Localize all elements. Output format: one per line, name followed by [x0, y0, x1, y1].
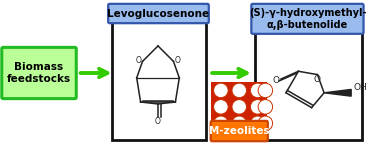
Bar	[112, 20, 206, 140]
FancyBboxPatch shape	[2, 47, 76, 99]
Text: O: O	[155, 117, 161, 126]
Text: Biomass
feedstocks: Biomass feedstocks	[7, 62, 71, 84]
Circle shape	[214, 116, 228, 131]
Circle shape	[232, 100, 247, 114]
Circle shape	[250, 100, 265, 114]
Text: (S)-γ-hydroxymethyl-
α,β-butenolide: (S)-γ-hydroxymethyl- α,β-butenolide	[249, 8, 366, 30]
FancyBboxPatch shape	[251, 4, 363, 34]
Circle shape	[232, 116, 247, 131]
Circle shape	[214, 100, 228, 114]
FancyBboxPatch shape	[211, 121, 268, 141]
Bar	[211, 82, 267, 132]
Text: O: O	[273, 77, 280, 85]
Circle shape	[258, 83, 273, 98]
Text: Levoglucosenone: Levoglucosenone	[107, 8, 210, 19]
Circle shape	[258, 116, 273, 131]
Circle shape	[258, 100, 273, 114]
FancyBboxPatch shape	[108, 4, 209, 23]
Text: O: O	[314, 75, 321, 84]
Bar	[255, 30, 362, 140]
Polygon shape	[324, 89, 351, 96]
Text: O: O	[136, 56, 142, 65]
Circle shape	[250, 83, 265, 98]
Circle shape	[232, 83, 247, 98]
Circle shape	[214, 83, 228, 98]
Circle shape	[250, 116, 265, 131]
Text: O: O	[175, 56, 180, 65]
Text: OH: OH	[354, 84, 368, 92]
Text: M-zeolites: M-zeolites	[209, 126, 270, 136]
